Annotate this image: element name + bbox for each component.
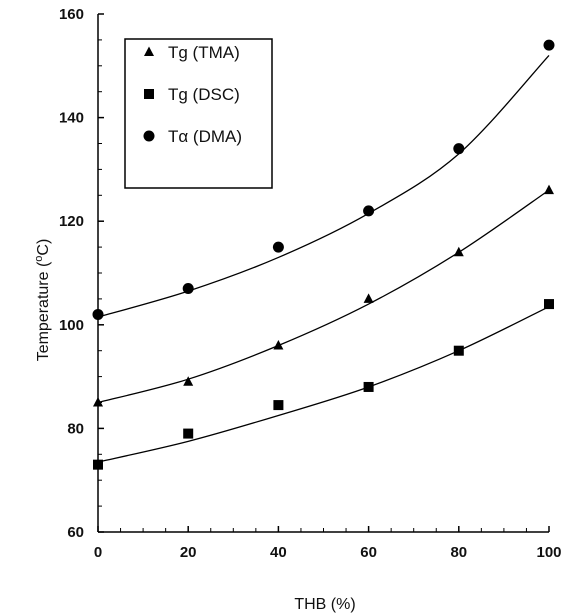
data-point <box>92 308 104 320</box>
y-tick-label: 120 <box>59 213 84 230</box>
x-tick-label: 0 <box>94 544 102 561</box>
data-point <box>273 400 284 411</box>
data-point <box>543 39 555 51</box>
data-point <box>93 397 103 407</box>
legend-marker-circle <box>143 130 155 142</box>
data-point <box>544 184 554 195</box>
x-tick-label: 20 <box>180 544 197 561</box>
x-tick-label: 100 <box>536 544 561 561</box>
x-tick-label: 80 <box>450 544 467 561</box>
fit-curve <box>97 189 550 404</box>
legend: Tg (TMA) Tg (DSC) Tα (DMA) <box>124 38 273 189</box>
legend-label: Tg (DSC) <box>168 85 240 104</box>
legend-label: Tg (TMA) <box>168 43 240 62</box>
data-point <box>183 428 194 439</box>
data-point <box>363 293 374 303</box>
y-tick-label: 80 <box>67 420 84 437</box>
y-axis-title-main: Temperature ( <box>35 261 52 361</box>
y-tick-label: 100 <box>59 317 84 334</box>
y-tick-labels: 60 80 100 120 140 160 <box>59 6 84 541</box>
data-point <box>363 205 375 217</box>
data-point <box>453 246 464 257</box>
x-tick-label: 40 <box>270 544 287 561</box>
fit-curve <box>97 306 550 463</box>
series-triangle <box>93 184 554 407</box>
data-point <box>453 345 464 356</box>
legend-label: Tα (DMA) <box>168 127 242 146</box>
series-circle <box>92 39 555 320</box>
series-square <box>93 299 554 470</box>
axes <box>97 13 550 533</box>
data-point <box>453 143 465 155</box>
legend-box <box>124 38 273 189</box>
y-axis-title-unit: C) <box>35 239 52 256</box>
data-point <box>272 241 284 253</box>
data-point <box>93 459 103 470</box>
data-point <box>273 340 284 350</box>
legend-marker-square <box>144 89 154 99</box>
y-tick-label: 60 <box>67 524 84 541</box>
x-tick-labels: 0 20 40 60 80 100 <box>94 544 562 561</box>
data-point <box>363 381 374 392</box>
legend-marker-triangle <box>144 46 154 56</box>
data-point <box>544 299 554 310</box>
y-tick-label: 160 <box>59 6 84 23</box>
y-axis-title: Temperature (oC) <box>33 239 52 362</box>
y-tick-label: 140 <box>59 110 84 127</box>
data-point <box>182 283 194 295</box>
series-layer <box>92 39 555 470</box>
y-axis-title-degree: o <box>33 256 45 262</box>
data-point <box>183 376 194 386</box>
x-tick-label: 60 <box>360 544 377 561</box>
x-axis-title: THB (%) <box>294 596 355 613</box>
